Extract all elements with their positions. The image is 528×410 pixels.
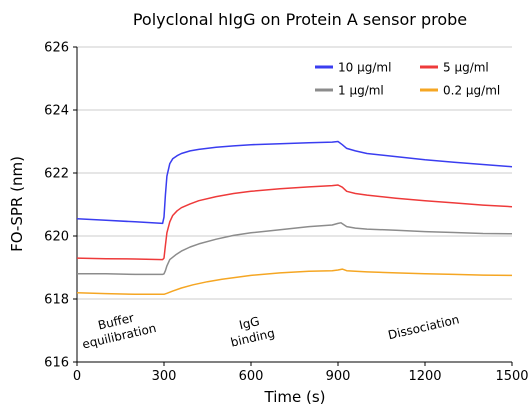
y-tick-label: 618 <box>44 293 69 308</box>
x-axis-title: Time (s) <box>264 388 326 406</box>
y-tick-label: 616 <box>44 356 69 371</box>
x-tick-label: 0 <box>73 369 81 384</box>
x-tick-label: 1200 <box>408 369 441 384</box>
x-tick-label: 600 <box>239 369 264 384</box>
legend: 10 μg/ml 5 μg/ml 1 μg/ml 0.2 μg/ml <box>315 61 500 98</box>
series-line <box>77 222 513 276</box>
y-axis-ticks: 616 618 620 622 624 626 <box>44 41 77 371</box>
y-tick-label: 620 <box>44 230 69 245</box>
y-tick-label: 626 <box>44 41 69 56</box>
legend-label: 10 μg/ml <box>338 61 391 75</box>
y-tick-label: 622 <box>44 167 69 182</box>
x-tick-label: 900 <box>326 369 351 384</box>
x-tick-label: 1500 <box>495 369 528 384</box>
annotations: Bufferequilibration IgGbinding Dissociatio… <box>78 306 461 352</box>
annotation-line: Dissociation <box>387 312 461 342</box>
axes <box>76 47 512 363</box>
series-line <box>76 140 513 225</box>
x-tick-label: 300 <box>152 369 177 384</box>
annotation-line: IgG <box>238 314 261 332</box>
chart-title: Polyclonal hIgG on Protein A sensor prob… <box>133 10 467 29</box>
series-lines <box>76 140 513 296</box>
annotation: IgGbinding <box>226 311 276 349</box>
legend-label: 0.2 μg/ml <box>443 84 500 98</box>
series-line <box>76 268 513 296</box>
series-line <box>76 184 513 261</box>
y-axis-title: FO-SPR (nm) <box>8 156 26 252</box>
annotation: Dissociation <box>387 312 461 342</box>
legend-label: 1 μg/ml <box>338 84 384 98</box>
annotation: Bufferequilibration <box>78 306 158 351</box>
x-axis-ticks: 0 300 600 900 1200 1500 <box>73 362 528 384</box>
y-tick-label: 624 <box>44 104 69 119</box>
legend-label: 5 μg/ml <box>443 61 489 75</box>
